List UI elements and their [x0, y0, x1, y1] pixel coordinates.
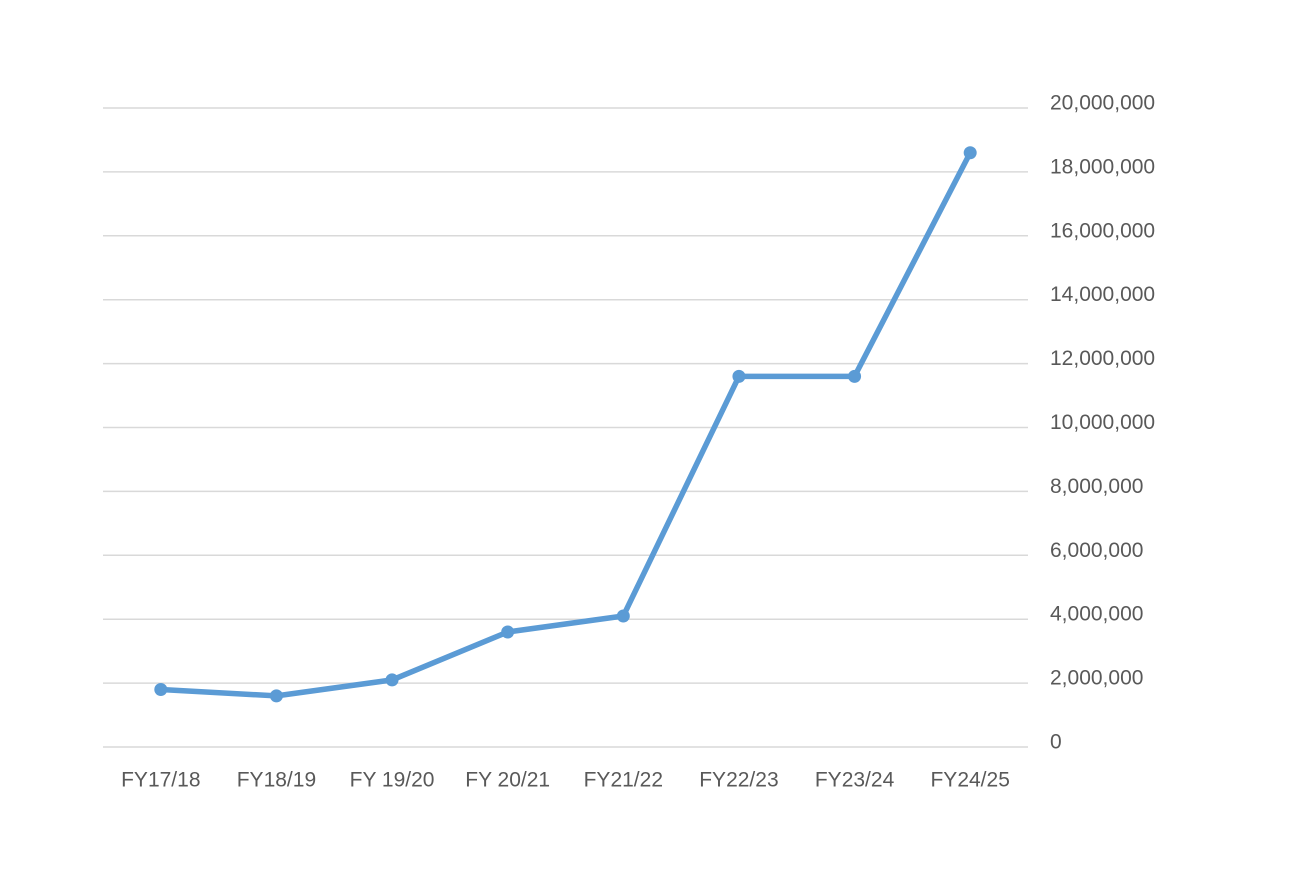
x-tick-label: FY22/23 — [699, 769, 778, 792]
marker — [154, 682, 168, 696]
x-tick-label: FY17/18 — [121, 769, 200, 792]
marker — [269, 689, 283, 703]
x-tick-label: FY23/24 — [815, 769, 895, 792]
x-tick-label: FY21/22 — [584, 769, 663, 792]
x-tick-label: FY24/25 — [930, 769, 1009, 792]
y-tick-label: 8,000,000 — [1050, 475, 1143, 498]
y-tick-label: 2,000,000 — [1050, 667, 1143, 690]
marker — [848, 369, 862, 383]
y-tick-label: 10,000,000 — [1050, 411, 1155, 434]
y-tick-label: 18,000,000 — [1050, 155, 1155, 178]
y-tick-label: 6,000,000 — [1050, 539, 1143, 562]
y-tick-label: 16,000,000 — [1050, 219, 1155, 242]
marker — [963, 146, 977, 160]
y-tick-label: 12,000,000 — [1050, 347, 1155, 370]
marker — [616, 609, 630, 623]
marker — [732, 369, 746, 383]
y-tick-label: 14,000,000 — [1050, 283, 1155, 306]
line — [158, 149, 973, 699]
x-tick-label: FY18/19 — [237, 769, 316, 792]
y-tick-label: 0 — [1050, 731, 1062, 754]
y-tick-label: 4,000,000 — [1050, 603, 1143, 626]
marker — [385, 673, 399, 687]
x-tick-label: FY 20/21 — [465, 769, 550, 792]
y-tick-label: 20,000,000 — [1050, 92, 1155, 115]
marker — [501, 625, 515, 639]
x-tick-label: FY 19/20 — [350, 769, 435, 792]
